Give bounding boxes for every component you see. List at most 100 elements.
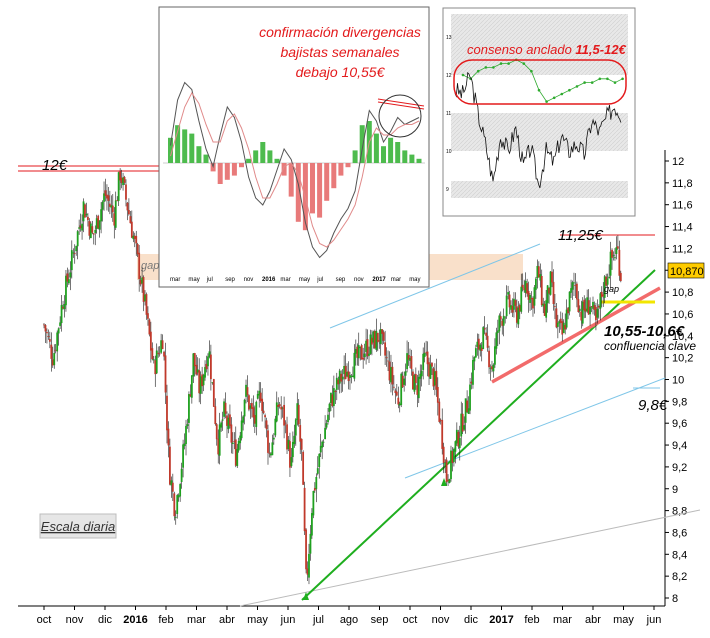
candle-body — [259, 392, 262, 401]
candle-body — [125, 184, 127, 200]
x-tick-label: nov — [432, 614, 450, 626]
candle-body — [524, 280, 527, 293]
candle-body — [559, 318, 562, 323]
candle-body — [476, 341, 479, 347]
candle-body — [188, 394, 190, 423]
candle-body — [87, 216, 89, 221]
scale-label: Escala diaria — [41, 519, 115, 534]
candle-body — [432, 368, 435, 387]
candle-body — [363, 353, 366, 358]
consensus-point — [499, 62, 503, 65]
oscillator-lines — [170, 81, 420, 259]
candle-body — [521, 284, 524, 288]
consensus-y-tick-label: 9 — [446, 187, 449, 193]
candle-body — [353, 352, 356, 379]
candle-body — [220, 422, 223, 428]
candle-body — [442, 446, 445, 464]
candle-body — [517, 307, 520, 325]
candle-body — [229, 414, 231, 426]
candle-body — [278, 404, 281, 407]
candle-body — [372, 331, 375, 343]
candle-body — [379, 329, 382, 345]
candle-body — [586, 297, 589, 312]
consensus-point — [552, 96, 556, 100]
candle-body — [185, 425, 187, 445]
candle-body — [401, 375, 404, 388]
oscillator-line-1 — [170, 81, 420, 259]
candle-body — [498, 315, 501, 332]
candle-body — [366, 339, 369, 357]
candle-body — [199, 376, 202, 394]
candle-body — [284, 422, 287, 424]
candle-body — [436, 386, 439, 403]
candle-body — [575, 283, 578, 300]
candle-body — [158, 353, 161, 355]
candle-body — [318, 453, 321, 468]
candle-body — [176, 495, 179, 514]
candle-body — [207, 356, 209, 367]
candle-body — [239, 435, 242, 444]
candle-body — [212, 379, 215, 407]
candle-body — [606, 278, 609, 285]
x-tick-label: may — [613, 614, 634, 626]
oscillator-bar — [246, 158, 252, 163]
candle-body — [164, 355, 167, 393]
candle-body — [130, 221, 133, 238]
candle-body — [57, 328, 60, 334]
consensus-point — [545, 100, 548, 103]
candle-body — [391, 366, 394, 385]
oscillator-bar — [416, 158, 422, 163]
candle-body — [171, 482, 174, 492]
consensus-inset: 13 12 11 10 9 consenso anclado 11,5-12€ — [442, 7, 636, 217]
candle-body — [271, 442, 274, 456]
candle-body — [211, 382, 214, 384]
candle-body — [78, 227, 81, 229]
oscillator-x-tick-label: jul — [316, 277, 323, 283]
candle-body — [240, 420, 243, 439]
consensus-point — [476, 69, 480, 73]
candle-body — [290, 457, 293, 467]
candle-body — [413, 375, 416, 392]
candle-body — [218, 424, 221, 456]
candle-body — [450, 450, 452, 480]
candle-body — [223, 401, 225, 417]
oscillator-x-tick-label: 2016 — [262, 277, 276, 283]
candle-body — [477, 338, 480, 350]
candle-body — [526, 283, 529, 294]
candle-body — [193, 353, 196, 367]
candle-body — [378, 340, 381, 342]
candle-body — [324, 427, 326, 440]
candle-body — [375, 330, 378, 350]
candle-body — [253, 414, 256, 424]
candle-body — [201, 374, 204, 387]
candle-body — [422, 353, 425, 370]
candle-body — [270, 453, 272, 456]
candle-body — [97, 215, 100, 229]
consensus-point — [590, 81, 594, 84]
candle-body — [410, 356, 413, 370]
candle-body — [407, 354, 410, 360]
consensus-line — [462, 59, 623, 103]
candle-body — [539, 274, 542, 281]
oscillator-x-tick-label: mar — [170, 277, 180, 283]
x-tick-label: feb — [158, 614, 173, 626]
candle-body — [148, 319, 151, 335]
candle-body — [198, 370, 201, 394]
candle-body — [231, 442, 234, 444]
candle-body — [144, 294, 146, 302]
candle-body — [128, 210, 130, 215]
candle-body — [335, 377, 338, 390]
oscillator-title-line-2: bajistas semanales — [280, 44, 399, 60]
candle-body — [303, 487, 306, 532]
candle-body — [230, 424, 233, 443]
candle-body — [453, 449, 455, 462]
candle-body — [341, 376, 344, 380]
annotation-12: 12€ — [42, 157, 68, 174]
consensus-point — [507, 62, 510, 65]
candle-body — [510, 305, 512, 310]
candle-body — [293, 435, 296, 445]
candle-body — [495, 332, 498, 349]
consensus-lines — [454, 58, 624, 189]
candle-body — [382, 332, 385, 341]
y-tick-label: 9,8 — [672, 396, 687, 408]
